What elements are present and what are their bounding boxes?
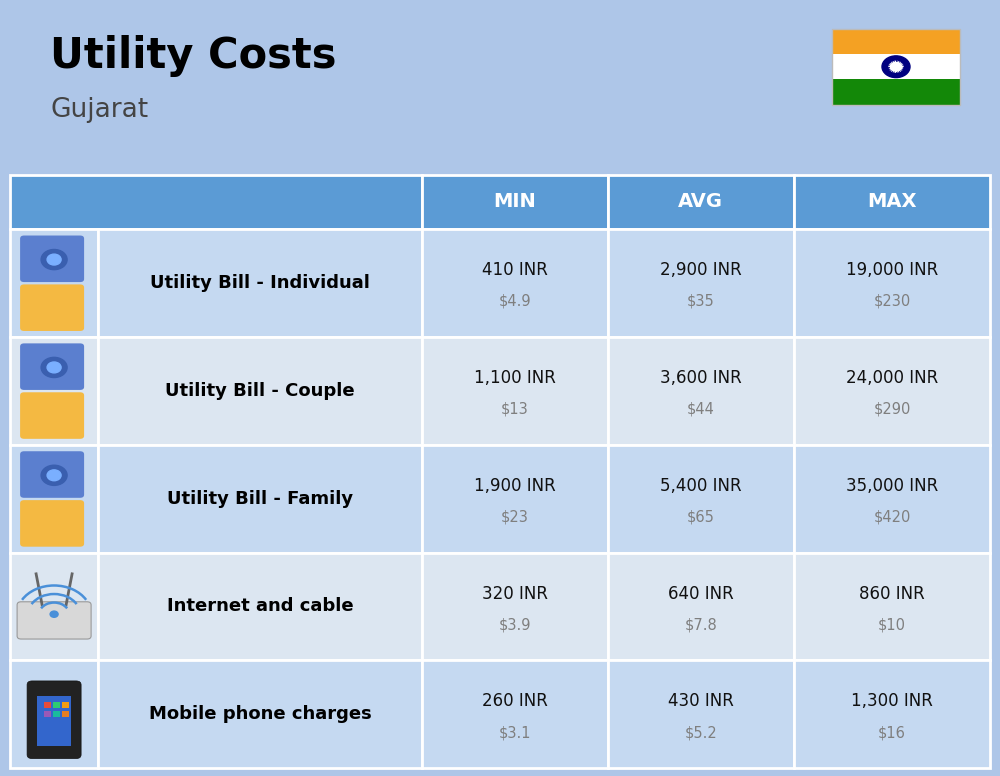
Text: 410 INR: 410 INR [482, 261, 548, 279]
Text: Utility Costs: Utility Costs [50, 35, 336, 77]
FancyBboxPatch shape [608, 229, 794, 337]
FancyBboxPatch shape [794, 175, 990, 229]
FancyBboxPatch shape [98, 660, 422, 768]
Text: MAX: MAX [867, 192, 917, 211]
Text: 19,000 INR: 19,000 INR [846, 261, 938, 279]
Text: Internet and cable: Internet and cable [167, 598, 353, 615]
FancyBboxPatch shape [37, 697, 71, 747]
FancyBboxPatch shape [608, 175, 794, 229]
FancyBboxPatch shape [608, 553, 794, 660]
FancyBboxPatch shape [98, 337, 422, 445]
Text: 5,400 INR: 5,400 INR [660, 476, 742, 494]
Text: 3,600 INR: 3,600 INR [660, 369, 742, 386]
Text: Mobile phone charges: Mobile phone charges [149, 705, 371, 723]
Text: $35: $35 [687, 293, 715, 309]
Text: AVG: AVG [678, 192, 723, 211]
FancyBboxPatch shape [608, 660, 794, 768]
FancyBboxPatch shape [832, 29, 960, 54]
Text: $16: $16 [878, 725, 906, 740]
Text: 430 INR: 430 INR [668, 692, 734, 710]
Text: $3.9: $3.9 [498, 617, 531, 632]
Text: $10: $10 [878, 617, 906, 632]
Text: $13: $13 [501, 401, 529, 417]
Circle shape [41, 357, 67, 377]
FancyBboxPatch shape [608, 337, 794, 445]
Text: $23: $23 [501, 509, 529, 525]
Text: $420: $420 [873, 509, 911, 525]
FancyBboxPatch shape [20, 343, 84, 390]
Text: 2,900 INR: 2,900 INR [660, 261, 742, 279]
FancyBboxPatch shape [98, 445, 422, 553]
FancyBboxPatch shape [422, 229, 608, 337]
FancyBboxPatch shape [832, 79, 960, 105]
FancyBboxPatch shape [794, 337, 990, 445]
FancyBboxPatch shape [10, 175, 422, 229]
FancyBboxPatch shape [44, 702, 51, 708]
Text: $4.9: $4.9 [498, 293, 531, 309]
FancyBboxPatch shape [10, 445, 98, 553]
FancyBboxPatch shape [20, 392, 84, 439]
FancyBboxPatch shape [20, 500, 84, 546]
FancyBboxPatch shape [832, 54, 960, 79]
Text: Utility Bill - Couple: Utility Bill - Couple [165, 382, 355, 400]
FancyBboxPatch shape [98, 229, 422, 337]
FancyBboxPatch shape [62, 711, 69, 717]
Circle shape [47, 362, 61, 372]
FancyBboxPatch shape [608, 445, 794, 553]
Text: MIN: MIN [493, 192, 536, 211]
Circle shape [47, 469, 61, 480]
FancyBboxPatch shape [20, 451, 84, 498]
Text: $65: $65 [687, 509, 715, 525]
Circle shape [50, 611, 58, 618]
Text: $7.8: $7.8 [685, 617, 717, 632]
Text: 320 INR: 320 INR [482, 584, 548, 602]
Text: 260 INR: 260 INR [482, 692, 548, 710]
Circle shape [889, 61, 903, 72]
Text: 640 INR: 640 INR [668, 584, 734, 602]
Text: 1,100 INR: 1,100 INR [474, 369, 556, 386]
FancyBboxPatch shape [794, 553, 990, 660]
FancyBboxPatch shape [20, 236, 84, 282]
Text: 24,000 INR: 24,000 INR [846, 369, 938, 386]
Circle shape [41, 249, 67, 269]
FancyBboxPatch shape [10, 337, 98, 445]
FancyBboxPatch shape [27, 681, 81, 759]
Circle shape [47, 254, 61, 265]
Text: $290: $290 [873, 401, 911, 417]
FancyBboxPatch shape [794, 445, 990, 553]
FancyBboxPatch shape [10, 229, 98, 337]
FancyBboxPatch shape [794, 660, 990, 768]
FancyBboxPatch shape [20, 285, 84, 331]
FancyBboxPatch shape [422, 175, 608, 229]
Text: Utility Bill - Family: Utility Bill - Family [167, 490, 353, 508]
FancyBboxPatch shape [53, 711, 60, 717]
Text: 860 INR: 860 INR [859, 584, 925, 602]
FancyBboxPatch shape [422, 660, 608, 768]
Text: $3.1: $3.1 [498, 725, 531, 740]
FancyBboxPatch shape [98, 553, 422, 660]
FancyBboxPatch shape [422, 445, 608, 553]
FancyBboxPatch shape [17, 602, 91, 639]
FancyBboxPatch shape [794, 229, 990, 337]
FancyBboxPatch shape [53, 702, 60, 708]
FancyBboxPatch shape [10, 553, 98, 660]
FancyBboxPatch shape [44, 711, 51, 717]
Circle shape [41, 465, 67, 486]
FancyBboxPatch shape [422, 553, 608, 660]
Text: $5.2: $5.2 [685, 725, 717, 740]
Text: Utility Bill - Individual: Utility Bill - Individual [150, 274, 370, 292]
FancyBboxPatch shape [10, 660, 98, 768]
Circle shape [882, 56, 910, 78]
FancyBboxPatch shape [422, 337, 608, 445]
Text: $44: $44 [687, 401, 715, 417]
Text: $230: $230 [873, 293, 911, 309]
Text: 1,900 INR: 1,900 INR [474, 476, 556, 494]
Text: 1,300 INR: 1,300 INR [851, 692, 933, 710]
Text: Gujarat: Gujarat [50, 97, 148, 123]
FancyBboxPatch shape [62, 702, 69, 708]
Text: 35,000 INR: 35,000 INR [846, 476, 938, 494]
